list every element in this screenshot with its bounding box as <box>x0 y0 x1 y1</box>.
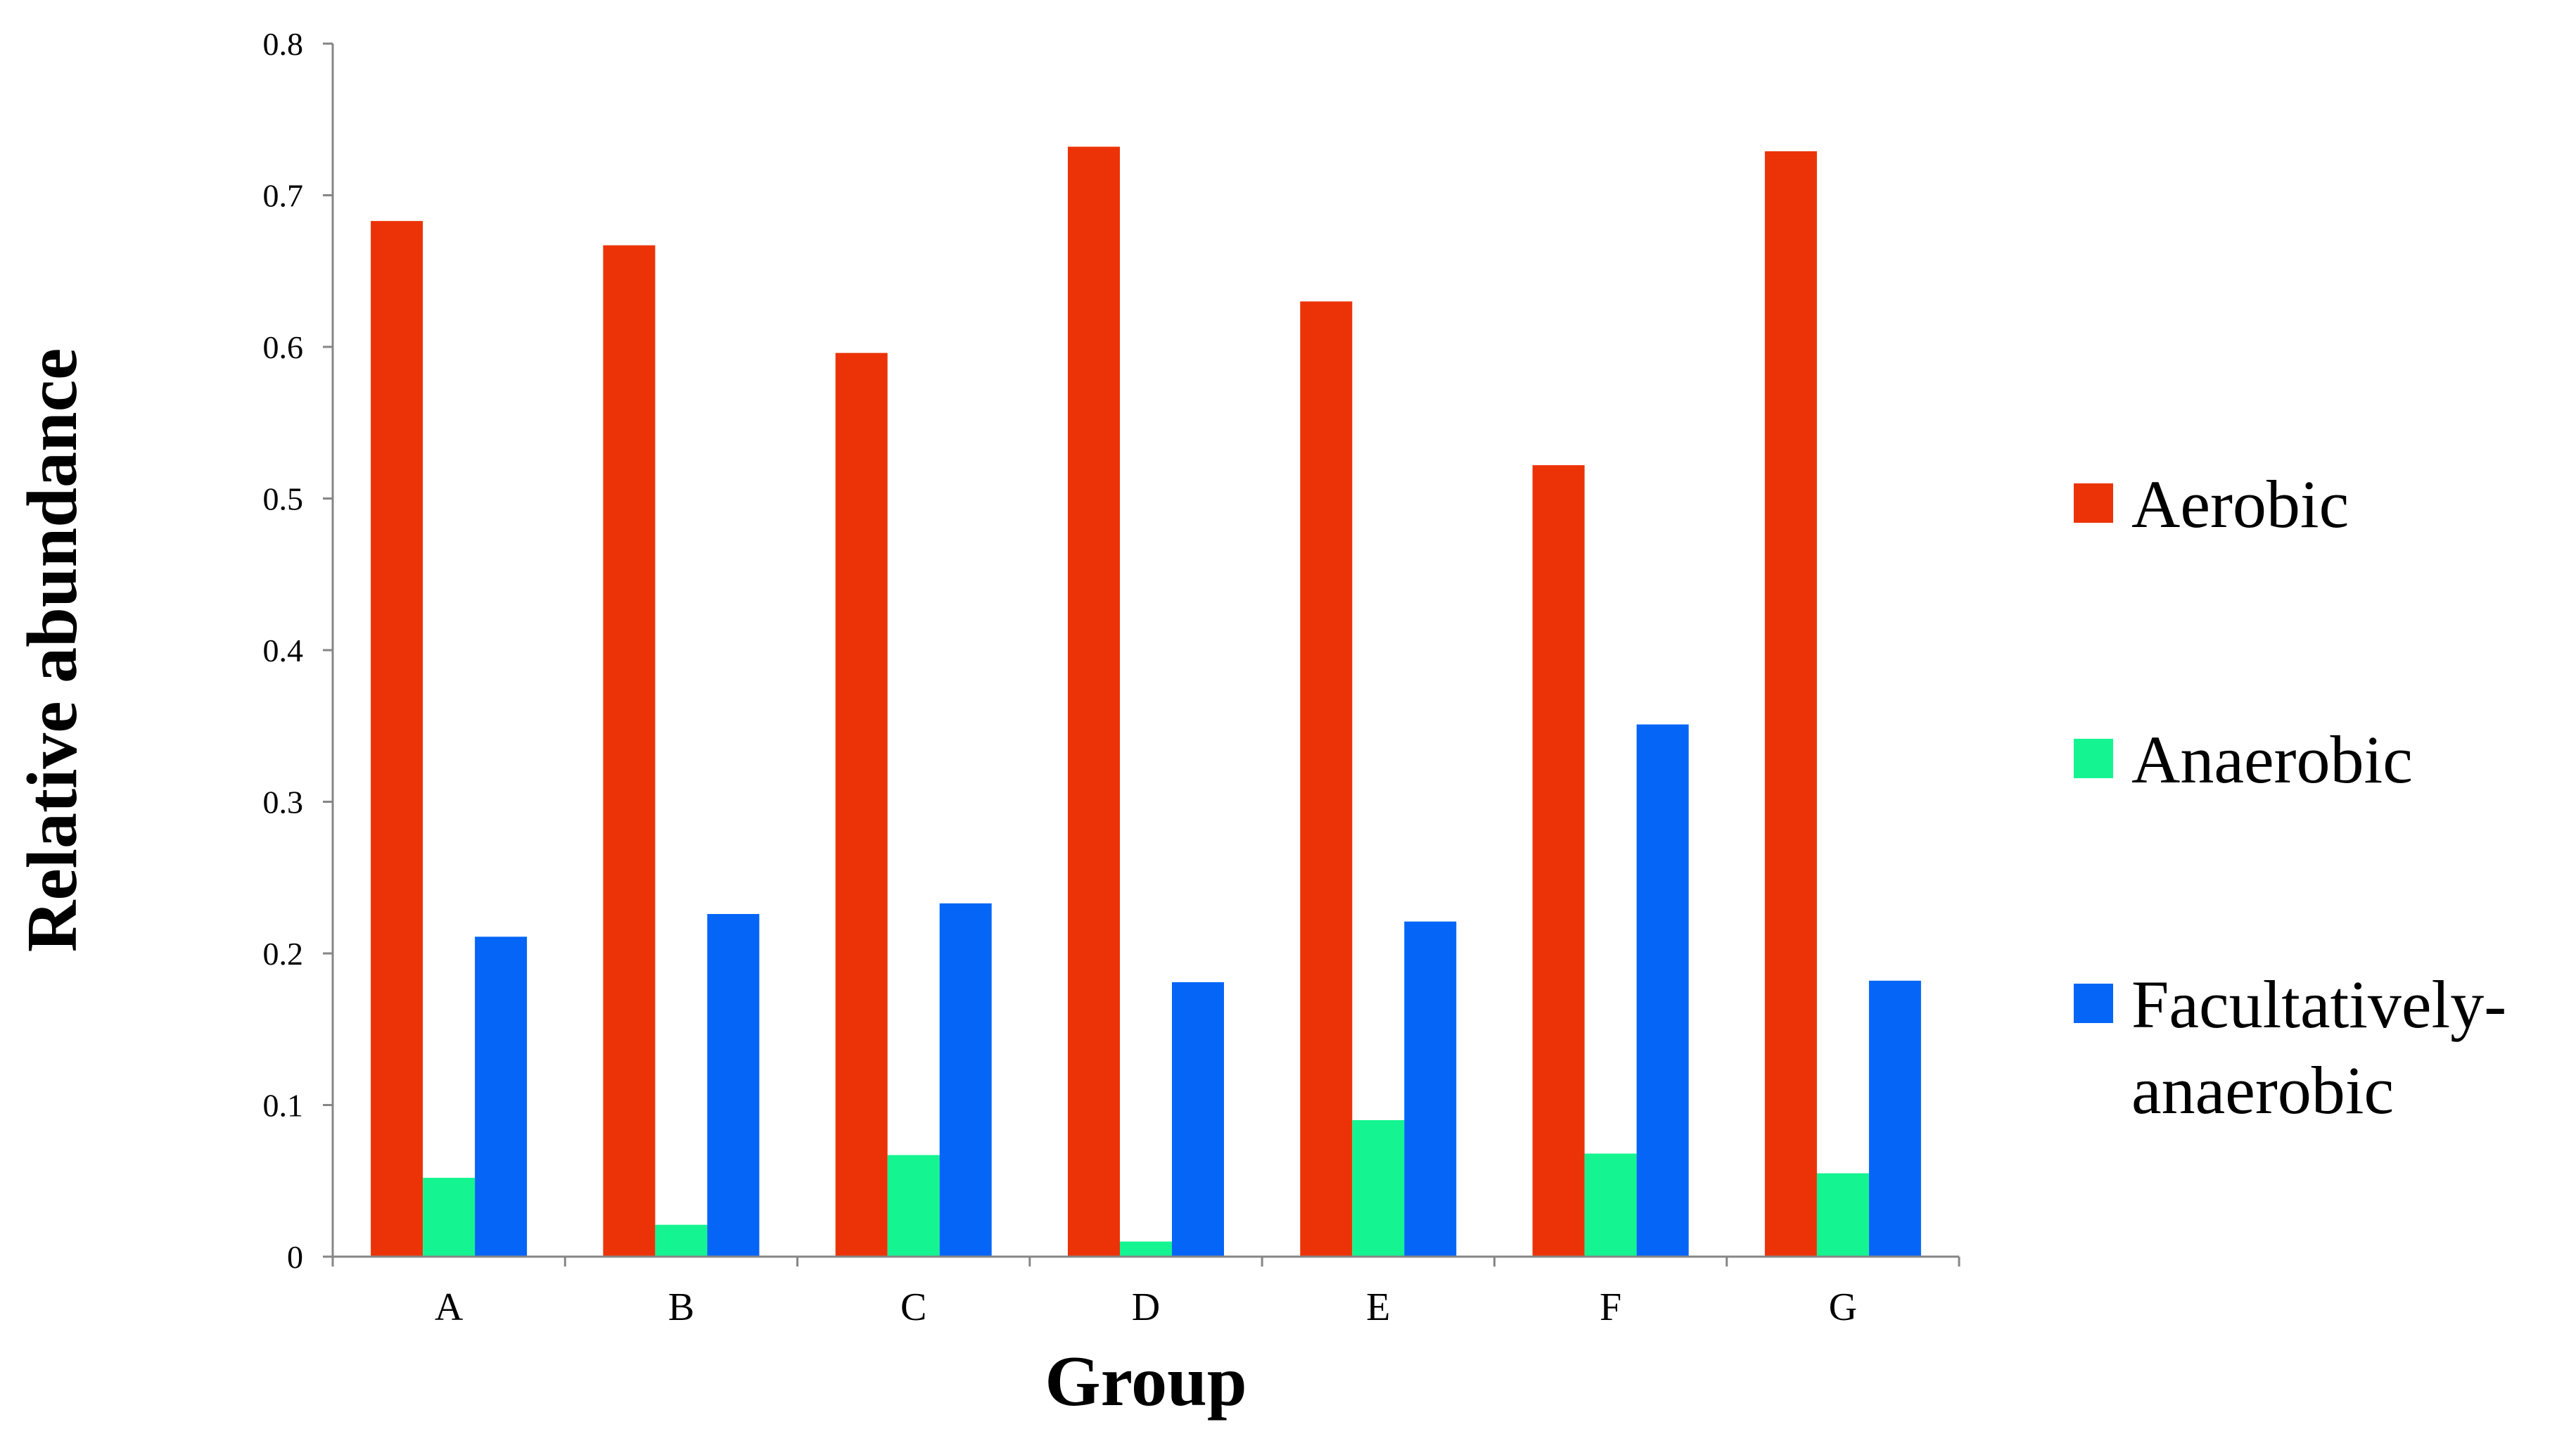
legend: Aerobic Anaerobic Facultatively-anaerobic <box>2074 466 2506 1128</box>
y-tick-label: 0.6 <box>263 329 304 365</box>
y-tick-label: 0.3 <box>263 785 304 820</box>
y-tick-label: 0 <box>287 1239 303 1275</box>
x-axis-title: Group <box>1045 1342 1246 1421</box>
bar-anaerobic-f <box>1584 1153 1637 1257</box>
axes-group <box>331 44 1959 1258</box>
bar-anaerobic-g <box>1816 1173 1869 1257</box>
bar-anaerobic-b <box>655 1224 708 1257</box>
bar-aerobic-b <box>603 245 656 1257</box>
bar-anaerobic-d <box>1120 1241 1172 1257</box>
y-tick-label: 0.5 <box>263 481 304 517</box>
bar-anaerobic-c <box>887 1155 940 1257</box>
y-tick-label: 0.4 <box>263 633 304 668</box>
bar-facultatively-anaerobic-f <box>1636 724 1689 1257</box>
legend-swatch-anaerobic <box>2074 739 2113 778</box>
x-tick-label: E <box>1366 1286 1390 1329</box>
legend-label: Facultatively- <box>2131 967 2506 1042</box>
legend-swatch-facultatively-anaerobic <box>2074 984 2113 1023</box>
bar-aerobic-a <box>371 221 423 1257</box>
y-axis-title: Relative abundance <box>13 348 92 953</box>
bar-facultatively-anaerobic-e <box>1404 921 1457 1257</box>
x-tick-label: A <box>435 1286 464 1329</box>
x-tick-label: F <box>1600 1286 1621 1329</box>
legend-label: Anaerobic <box>2131 722 2413 797</box>
y-tick-label: 0.2 <box>263 936 304 972</box>
bar-facultatively-anaerobic-a <box>475 937 528 1257</box>
bar-facultatively-anaerobic-d <box>1172 982 1224 1257</box>
bar-anaerobic-e <box>1352 1120 1405 1257</box>
bar-aerobic-f <box>1532 465 1585 1257</box>
bar-anaerobic-a <box>423 1177 476 1257</box>
bar-facultatively-anaerobic-c <box>939 903 992 1257</box>
y-tick-label: 0.7 <box>263 178 304 214</box>
y-tick-label: 0.8 <box>263 26 304 62</box>
bar-facultatively-anaerobic-b <box>707 914 760 1257</box>
x-tick-label: C <box>900 1286 926 1329</box>
y-tick-label: 0.1 <box>263 1088 304 1124</box>
x-tick-label: B <box>668 1286 694 1329</box>
legend-label-line2: anaerobic <box>2131 1053 2394 1128</box>
bars-group <box>371 146 1921 1257</box>
bar-aerobic-e <box>1300 301 1353 1257</box>
bar-aerobic-c <box>835 353 888 1257</box>
x-tick-label: G <box>1829 1286 1857 1329</box>
ticks-group <box>323 42 1960 1267</box>
tick-labels-group: 0 0.1 0.2 0.3 0.4 0.5 0.6 0.7 0.8 A B C D E F G <box>263 26 1858 1329</box>
legend-label: Aerobic <box>2131 466 2349 542</box>
bar-aerobic-d <box>1068 146 1120 1257</box>
bar-facultatively-anaerobic-g <box>1868 980 1921 1257</box>
bar-aerobic-g <box>1764 151 1817 1257</box>
x-tick-label: D <box>1132 1286 1160 1329</box>
legend-swatch-aerobic <box>2074 483 2113 523</box>
